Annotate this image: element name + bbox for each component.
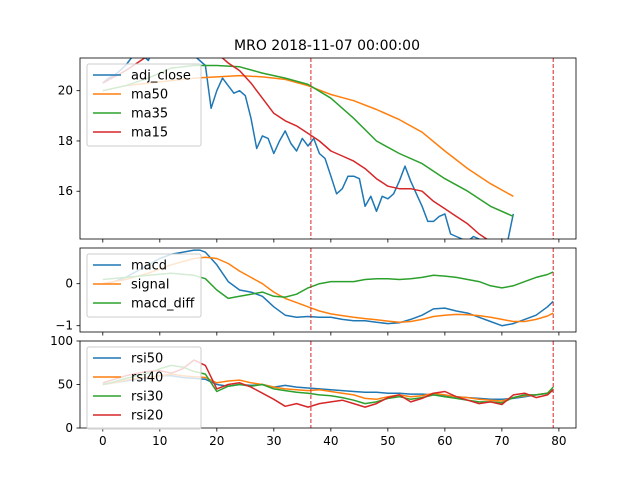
- chart-title: MRO 2018-11-07 00:00:00: [234, 38, 420, 54]
- price-ytick-label: 16: [58, 184, 73, 198]
- price-ytick-label: 18: [58, 134, 73, 148]
- price-legend-label-ma15: ma15: [131, 126, 168, 141]
- rsi-ytick-label: 0: [65, 421, 73, 435]
- price-legend-box: [86, 63, 202, 147]
- rsi-legend-box: [86, 346, 202, 430]
- xtick-label: 20: [209, 434, 224, 448]
- xtick-label: 30: [266, 434, 281, 448]
- price-axes-frame: [79, 57, 577, 240]
- price-legend-label-ma35: ma35: [131, 107, 168, 122]
- rsi-ytick-label: 50: [58, 378, 73, 392]
- price-line-ma15: [102, 58, 489, 239]
- price-ytick-label: 20: [58, 84, 73, 98]
- macd-legend-label-signal: signal: [131, 278, 169, 293]
- macd-ytick-label: −1: [55, 319, 73, 333]
- price-line-adj-close: [102, 58, 515, 239]
- macd-legend: macd signal macd_diff: [86, 253, 202, 318]
- macd-legend-label-macd-diff: macd_diff: [131, 297, 195, 312]
- xtick-label: 40: [323, 434, 338, 448]
- panel-macd: −1 0 macd signal macd_diff: [55, 247, 577, 336]
- xtick-label: 50: [380, 434, 395, 448]
- rsi-legend-label-rsi40: rsi40: [131, 371, 163, 386]
- xtick-label: 60: [437, 434, 452, 448]
- xtick-label: 80: [551, 434, 566, 448]
- macd-series-group: [102, 249, 554, 327]
- macd-line-macd-diff: [102, 271, 554, 300]
- rsi-legend: rsi50 rsi40 rsi30 rsi20: [86, 346, 202, 430]
- xtick-label: 10: [152, 434, 167, 448]
- price-legend-label-adj-close: adj_close: [131, 69, 191, 84]
- macd-axes-frame: [79, 247, 577, 333]
- price-legend: adj_close ma50 ma35 ma15: [86, 63, 202, 147]
- price-legend-label-ma50: ma50: [131, 88, 168, 103]
- rsi-ytick-label: 100: [50, 334, 73, 348]
- rsi-legend-label-rsi30: rsi30: [131, 390, 163, 405]
- macd-line-signal: [102, 256, 554, 324]
- macd-line-macd: [102, 249, 554, 327]
- macd-ytick-label: 0: [65, 277, 73, 291]
- rsi-legend-label-rsi20: rsi20: [131, 409, 163, 424]
- plot-layer: 16 18 20 adj_close ma50 ma35 ma15 −1 0 macd signal…: [50, 57, 577, 448]
- rsi-legend-label-rsi50: rsi50: [131, 352, 163, 367]
- macd-legend-box: [86, 253, 202, 318]
- macd-legend-label-macd: macd: [131, 259, 167, 274]
- panel-price: 16 18 20 adj_close ma50 ma35 ma15: [58, 57, 577, 243]
- xtick-label: 70: [494, 434, 509, 448]
- xtick-label: 0: [99, 434, 107, 448]
